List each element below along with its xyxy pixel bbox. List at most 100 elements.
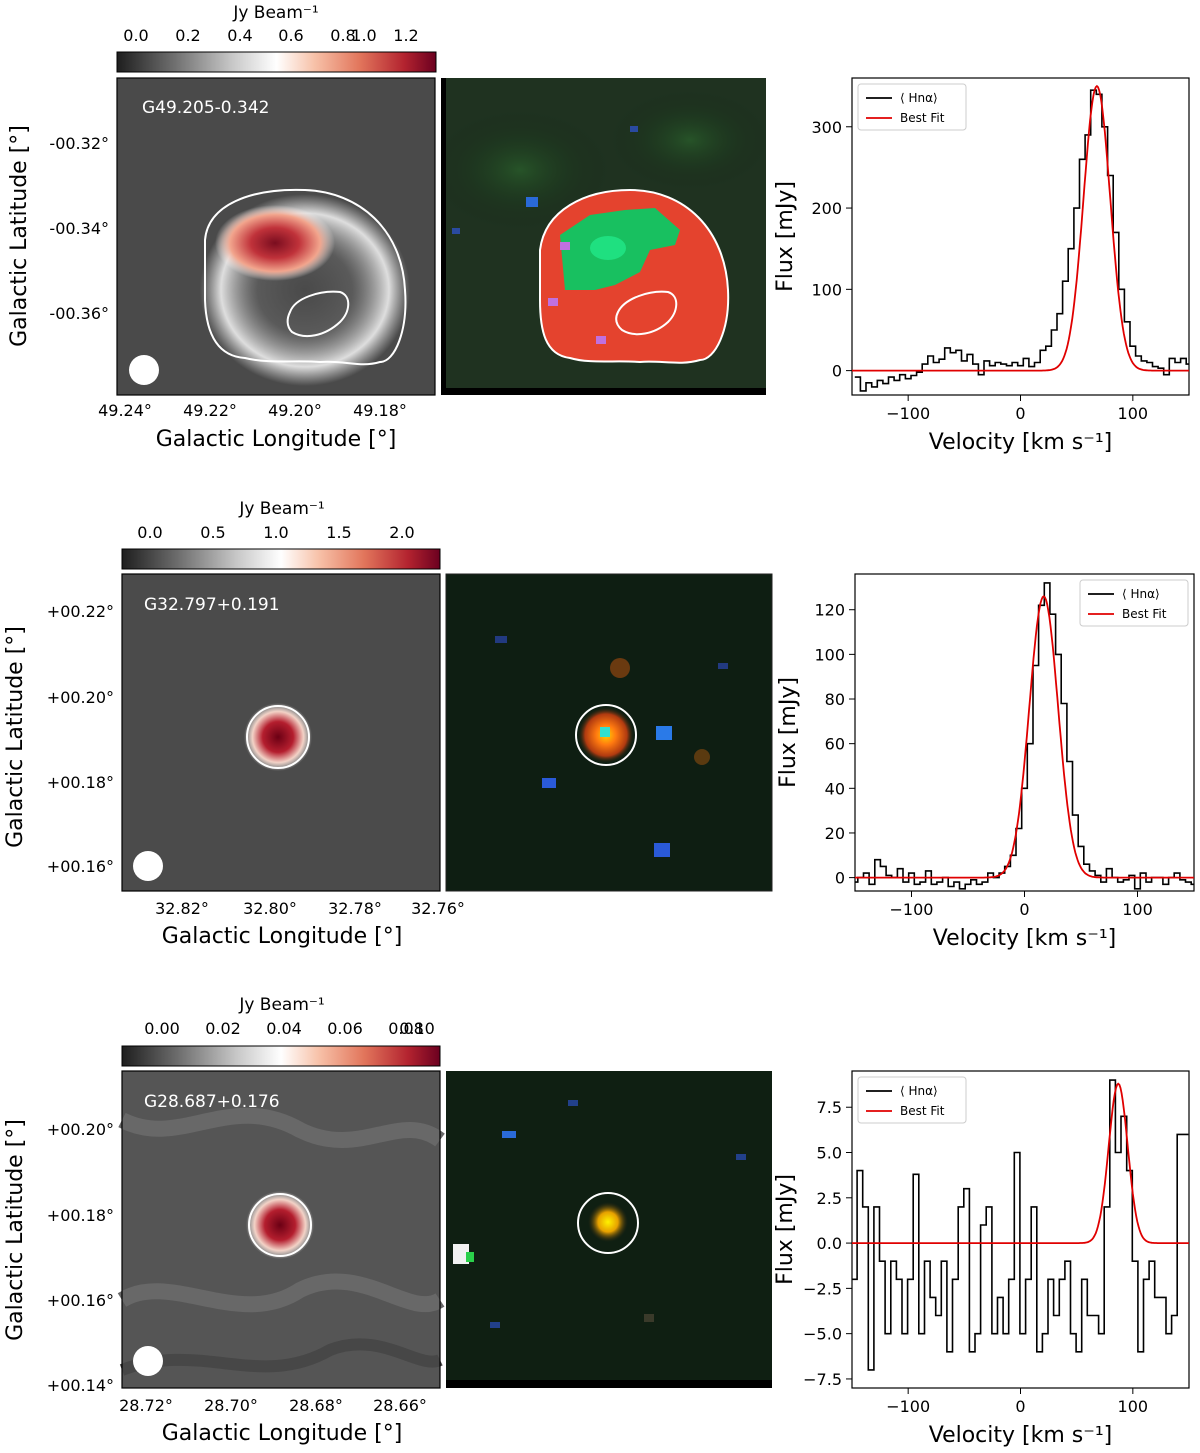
- x-tick-label: −100: [886, 1397, 930, 1416]
- rgb-contour: [577, 1192, 639, 1254]
- lon-tick: 32.82°: [155, 899, 209, 918]
- spectrum-ylabel: Flux [mJy]: [776, 677, 801, 788]
- magenta-pixel: [560, 242, 570, 250]
- blue-pixel: [656, 726, 672, 740]
- y-tick-label: 0: [832, 362, 842, 381]
- source-label: G28.687+0.176: [144, 1092, 280, 1112]
- colorbar-label: Jy Beam⁻¹: [238, 995, 324, 1015]
- lon-tick: 32.76°: [411, 899, 465, 918]
- colorbar-label: Jy Beam⁻¹: [232, 3, 318, 23]
- y-tick-label: 40: [825, 779, 845, 798]
- lat-tick: +00.20°: [47, 1120, 114, 1139]
- lon-tick: 49.24°: [98, 401, 152, 420]
- emission-peak: [244, 703, 312, 771]
- cyan-pixel: [600, 727, 610, 737]
- emission-peak: [246, 1191, 314, 1259]
- beam-marker: [129, 355, 159, 385]
- colorbar-ticks: 0.00 0.02 0.04 0.06 0.08 0.10: [144, 1019, 435, 1038]
- best-fit-curve: [852, 84, 1189, 372]
- y-tick-label: 7.5: [817, 1098, 842, 1117]
- y-tick-label: 5.0: [817, 1144, 842, 1163]
- source-label: G49.205-0.342: [142, 98, 269, 118]
- blue-pixel: [542, 778, 556, 788]
- colorbar-tick: 1.0: [351, 26, 376, 45]
- lon-tick: 32.80°: [243, 899, 297, 918]
- spectrum-3: −100 0 100 −7.5 −5.0 −2.5 0.0 2.5 5.0 7.5 Velocity…: [773, 1070, 1190, 1448]
- x-tick-label: −100: [890, 900, 934, 919]
- lon-tick: 28.72°: [119, 1396, 173, 1415]
- background-ripple: [117, 1273, 445, 1313]
- contour: [248, 1193, 312, 1257]
- colorbar-ticks: 0.0 0.5 1.0 1.5 2.0: [137, 523, 414, 542]
- x-tick-label: 100: [1122, 900, 1153, 919]
- lon-ticks: 32.82° 32.80° 32.78° 32.76°: [155, 899, 465, 918]
- map-frame: [121, 573, 441, 892]
- lat-tick: +00.18°: [47, 1206, 114, 1225]
- colorbar-tick: 0.02: [205, 1019, 241, 1038]
- blue-pixel: [654, 843, 670, 857]
- x-tick-label: 0: [1019, 900, 1029, 919]
- lon-tick: 49.22°: [183, 401, 237, 420]
- observed-spectrum: [854, 89, 1189, 392]
- y-tick-label: 300: [811, 118, 842, 137]
- blue-pixel: [452, 228, 460, 234]
- spectrum-xlabel: Velocity [km s⁻¹]: [933, 926, 1117, 951]
- y-tick-label: −5.0: [803, 1325, 842, 1344]
- background-ripple: [118, 1107, 445, 1148]
- x-tick-label: 100: [1118, 404, 1149, 423]
- y-tick-label: 20: [825, 824, 845, 843]
- colorbar-gradient: [121, 548, 441, 570]
- spectrum-ylabel: Flux [mJy]: [773, 1174, 798, 1285]
- green-haze: [610, 90, 766, 190]
- faint-pixel: [644, 1314, 654, 1322]
- blue-pixel: [736, 1154, 746, 1160]
- lon-tick: 28.70°: [204, 1396, 258, 1415]
- colorbar-2: Jy Beam⁻¹ 0.0 0.5 1.0 1.5 2.0: [121, 499, 441, 570]
- map-xlabel: Galactic Longitude [°]: [156, 427, 397, 452]
- map-xlabel: Galactic Longitude [°]: [162, 1421, 403, 1446]
- map-ylabel: Galactic Latitude [°]: [3, 1119, 28, 1341]
- legend: ⟨ Hnα⟩ Best Fit: [857, 1076, 967, 1124]
- map-ylabel: Galactic Latitude [°]: [3, 626, 28, 848]
- radio-map-3: G28.687+0.176 +00.20° +00.18° +00.16° +0…: [3, 1070, 445, 1446]
- legend: ⟨ Hnα⟩ Best Fit: [1079, 579, 1189, 627]
- legend-label: ⟨ Hnα⟩: [900, 91, 938, 105]
- blue-pixel: [718, 663, 728, 669]
- best-fit-curve: [855, 595, 1194, 879]
- blue-pixel: [526, 197, 538, 207]
- y-tick-label: 2.5: [817, 1189, 842, 1208]
- blue-pixel: [495, 636, 507, 643]
- rgb-frame: [445, 573, 773, 892]
- rgb-map-2: [445, 573, 773, 892]
- colorbar-tick: 1.0: [263, 523, 288, 542]
- colorbar-tick: 0.8: [330, 26, 355, 45]
- panel-2: Jy Beam⁻¹ 0.0 0.5 1.0 1.5 2.0 G32.797+0.…: [3, 499, 1195, 951]
- rgb-map-3: [446, 1071, 772, 1388]
- y-tick-label: 100: [811, 280, 842, 299]
- lon-ticks: 49.24° 49.22° 49.20° 49.18°: [98, 401, 407, 420]
- colorbar-label: Jy Beam⁻¹: [238, 499, 324, 519]
- lat-tick: -00.32°: [49, 134, 109, 153]
- colorbar-tick: 0.6: [278, 26, 303, 45]
- rgb-edge: [446, 1380, 772, 1388]
- background-ripple: [119, 1338, 443, 1376]
- y-tick-label: 200: [811, 199, 842, 218]
- lat-ticks: -00.32° -00.34° -00.36°: [49, 134, 109, 323]
- lat-tick: -00.34°: [49, 219, 109, 238]
- emission-peak: [215, 205, 335, 281]
- spectrum-ylabel: Flux [mJy]: [773, 181, 798, 292]
- rgb-contour: [575, 704, 637, 766]
- blue-pixel: [630, 126, 638, 132]
- y-tick-label: 80: [825, 690, 845, 709]
- contour: [246, 705, 310, 769]
- colorbar-1: Jy Beam⁻¹ 0.0 0.2 0.4 0.6 0.8 1.0 1.2: [116, 3, 437, 73]
- blue-pixel: [502, 1131, 516, 1138]
- colorbar-tick: 0.0: [123, 26, 148, 45]
- radio-map-1: G49.205-0.342 -00.32° -00.34° -00.36° 49…: [7, 77, 436, 452]
- colorbar-tick: 1.5: [326, 523, 351, 542]
- source-label: G32.797+0.191: [144, 595, 280, 615]
- colorbar-tick: 0.06: [327, 1019, 363, 1038]
- colorbar-tick: 0.0: [137, 523, 162, 542]
- lat-tick: +00.22°: [47, 602, 114, 621]
